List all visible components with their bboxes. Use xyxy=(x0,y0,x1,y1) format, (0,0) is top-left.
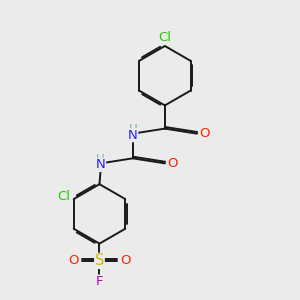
Text: Cl: Cl xyxy=(58,190,71,203)
Text: Cl: Cl xyxy=(158,32,171,44)
Text: O: O xyxy=(200,127,210,140)
Text: N: N xyxy=(96,158,106,171)
Text: O: O xyxy=(68,254,79,267)
Text: H: H xyxy=(96,153,105,166)
Text: H: H xyxy=(128,123,137,136)
Text: N: N xyxy=(128,129,138,142)
Text: S: S xyxy=(95,254,104,268)
Text: O: O xyxy=(120,254,130,267)
Text: O: O xyxy=(168,157,178,170)
Text: F: F xyxy=(96,275,103,288)
